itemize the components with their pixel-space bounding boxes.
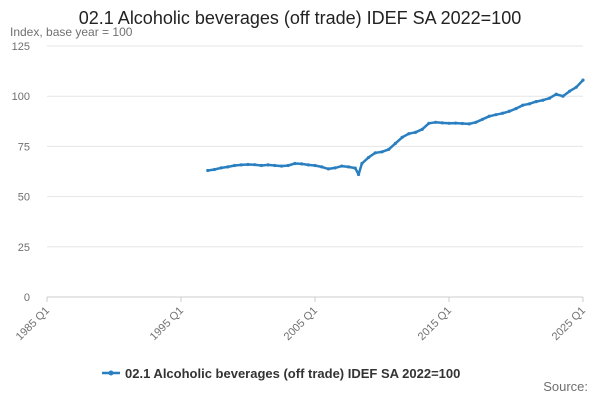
series-layer: [206, 78, 585, 177]
data-point[interactable]: [454, 121, 458, 125]
x-tick-label: 1985 Q1: [14, 305, 52, 343]
data-point[interactable]: [474, 120, 478, 124]
data-point[interactable]: [521, 103, 525, 107]
data-point[interactable]: [420, 127, 424, 131]
data-point[interactable]: [527, 102, 532, 106]
data-point[interactable]: [547, 96, 552, 100]
y-tick-label: 50: [18, 192, 30, 204]
data-point[interactable]: [501, 111, 505, 115]
data-point[interactable]: [494, 113, 498, 117]
data-point[interactable]: [387, 147, 391, 152]
chart-title: 02.1 Alcoholic beverages (off trade) IDE…: [78, 8, 522, 28]
data-point[interactable]: [233, 163, 237, 168]
data-point[interactable]: [239, 163, 243, 167]
data-point[interactable]: [313, 163, 317, 168]
data-point[interactable]: [367, 155, 371, 160]
data-point[interactable]: [554, 92, 558, 96]
y-tick-label: 100: [12, 91, 30, 103]
data-point[interactable]: [413, 130, 418, 134]
data-point[interactable]: [574, 85, 578, 89]
data-point[interactable]: [279, 164, 284, 168]
data-point[interactable]: [293, 161, 297, 166]
data-point[interactable]: [460, 121, 464, 126]
data-point[interactable]: [306, 163, 310, 167]
data-point[interactable]: [480, 117, 485, 121]
y-tick-label: 0: [24, 292, 30, 304]
data-point[interactable]: [568, 89, 572, 93]
axes: 0 25 50 75 100 125 1985 Q1 1995 Q1 2005 Q1 2015 Q…: [12, 41, 588, 343]
x-tick-label: 2025 Q1: [550, 305, 588, 343]
data-point[interactable]: [259, 163, 263, 168]
legend-swatch-marker: [108, 370, 114, 376]
data-point[interactable]: [541, 98, 545, 102]
x-tick-label: 2015 Q1: [416, 305, 454, 343]
data-point[interactable]: [393, 141, 397, 145]
data-point[interactable]: [206, 168, 210, 173]
y-axis-title: Index, base year = 100: [10, 25, 133, 39]
x-tick-label: 2005 Q1: [282, 305, 320, 343]
data-point[interactable]: [514, 107, 518, 111]
data-point[interactable]: [266, 163, 270, 167]
data-point[interactable]: [507, 109, 511, 113]
data-point[interactable]: [346, 165, 351, 169]
y-tick-label: 25: [18, 242, 30, 254]
data-point[interactable]: [447, 121, 451, 125]
y-tick-label: 75: [18, 141, 30, 153]
legend-label: 02.1 Alcoholic beverages (off trade) IDE…: [125, 366, 460, 381]
data-point[interactable]: [219, 166, 223, 170]
data-point[interactable]: [434, 120, 438, 124]
data-point[interactable]: [226, 165, 230, 169]
data-point[interactable]: [561, 94, 565, 98]
data-point[interactable]: [407, 132, 411, 136]
data-point[interactable]: [273, 163, 277, 168]
legend[interactable]: 02.1 Alcoholic beverages (off trade) IDE…: [102, 366, 460, 381]
data-point[interactable]: [373, 151, 377, 155]
data-point[interactable]: [380, 150, 384, 154]
data-point[interactable]: [467, 122, 471, 126]
data-point[interactable]: [286, 163, 290, 168]
data-point[interactable]: [427, 121, 431, 125]
data-point[interactable]: [534, 100, 538, 104]
data-point[interactable]: [487, 114, 491, 118]
x-tick-label: 1995 Q1: [148, 305, 186, 343]
data-point[interactable]: [320, 165, 324, 169]
data-point[interactable]: [340, 164, 344, 168]
data-point[interactable]: [360, 161, 364, 166]
source-label: Source:: [543, 379, 588, 394]
gridlines: [47, 45, 583, 298]
data-point[interactable]: [326, 167, 330, 171]
data-point[interactable]: [212, 167, 217, 172]
data-point[interactable]: [400, 135, 404, 139]
data-point[interactable]: [300, 162, 304, 166]
data-point[interactable]: [353, 166, 357, 170]
data-point[interactable]: [333, 166, 337, 170]
data-point[interactable]: [356, 172, 361, 177]
data-point[interactable]: [581, 78, 585, 82]
data-point[interactable]: [246, 162, 250, 167]
data-point[interactable]: [253, 163, 257, 167]
series-line[interactable]: [207, 79, 584, 176]
y-tick-label: 125: [12, 41, 30, 53]
data-point[interactable]: [440, 121, 444, 125]
